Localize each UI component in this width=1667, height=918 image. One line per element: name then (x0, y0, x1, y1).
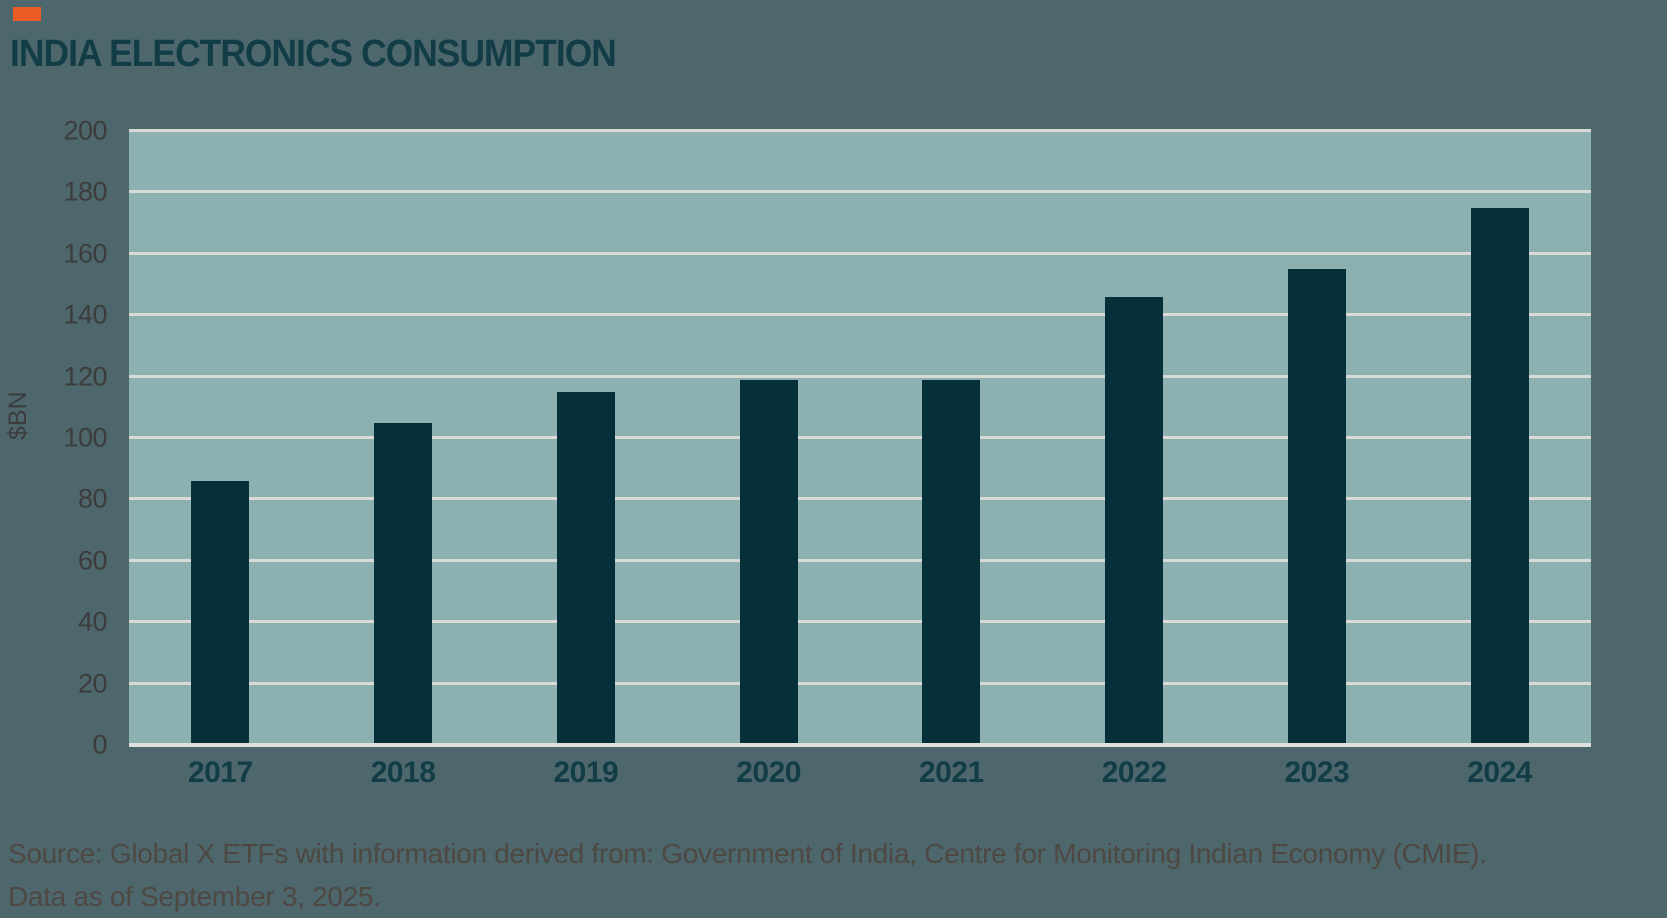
gridline (129, 190, 1591, 194)
bar-2022 (1105, 296, 1164, 745)
bar-2019 (556, 391, 615, 745)
y-tick-label: 140 (63, 299, 107, 330)
y-tick-label: 60 (77, 545, 108, 576)
bar-2017 (191, 480, 250, 745)
y-tick-label: 180 (63, 176, 107, 207)
gridline (129, 558, 1591, 562)
gridline (129, 251, 1591, 255)
y-tick-label: 120 (63, 361, 107, 392)
x-tick-label: 2024 (1467, 756, 1532, 789)
source-line: Source: Global X ETFs with information d… (8, 838, 1487, 869)
x-tick-label: 2022 (1101, 756, 1167, 789)
x-tick-label: 2021 (919, 756, 984, 789)
x-tick-label: 2017 (188, 756, 253, 789)
y-tick-label: 80 (77, 483, 108, 514)
x-tick-label: 2020 (736, 756, 801, 789)
y-tick-label: 0 (92, 729, 107, 760)
y-tick-label: 160 (63, 238, 107, 269)
y-tick-label: 40 (77, 606, 108, 637)
bar-chart-plot-area (129, 129, 1591, 747)
y-tick-label: 20 (77, 668, 108, 699)
gridline (129, 681, 1591, 685)
y-axis: 0 20 40 60 80 100 120 140 160 180 200 (0, 116, 108, 760)
data-as-of-line: Data as of September 3, 2025. (8, 881, 381, 912)
gridline (129, 129, 1591, 132)
bar-2020 (739, 379, 798, 745)
x-tick-label: 2018 (370, 756, 436, 789)
bar-2023 (1287, 269, 1346, 745)
y-tick-label: 100 (63, 422, 107, 453)
bar-2021 (922, 379, 981, 745)
accent-mark (13, 7, 41, 21)
gridline (129, 436, 1591, 439)
x-tick-label: 2023 (1284, 756, 1350, 789)
x-axis: 2017 2018 2019 2020 2021 2022 2023 2024 (129, 756, 1591, 796)
x-tick-label: 2019 (553, 756, 619, 789)
bar-2018 (374, 422, 433, 745)
gridline (129, 374, 1591, 378)
x-axis-baseline (129, 743, 1591, 747)
y-tick-label: 200 (63, 115, 107, 146)
gridline (129, 313, 1591, 317)
page-title: INDIA ELECTRONICS CONSUMPTION (10, 33, 617, 75)
source-note: Source: Global X ETFs with information d… (8, 832, 1658, 918)
bar-2024 (1470, 207, 1529, 745)
gridline (129, 620, 1591, 624)
y-axis-label: $BN (4, 391, 32, 440)
gridline (129, 497, 1591, 501)
